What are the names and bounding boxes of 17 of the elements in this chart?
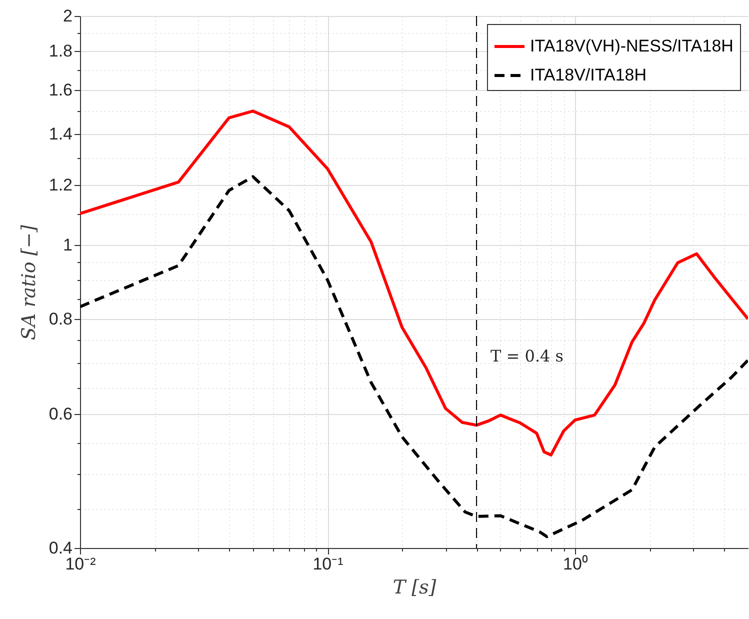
y-tick-label: 1.8	[48, 41, 72, 60]
x-tick-label: 10⁰	[563, 554, 588, 574]
x-tick-label: 10⁻²	[65, 554, 96, 574]
y-tick-label: 0.8	[48, 309, 72, 328]
y-tick-label: 0.4	[48, 538, 72, 558]
y-axis-title: SA ratio [−]	[18, 224, 40, 340]
y-tick-label: 1.4	[48, 124, 72, 144]
y-tick-label: 1	[63, 236, 72, 255]
legend-label: ITA18V(VH)-NESS/ITA18H	[530, 36, 734, 56]
x-axis-title: T [s]	[392, 576, 437, 598]
y-tick-label: 0.6	[48, 404, 72, 424]
x-tick-label: 10⁻¹	[312, 554, 344, 574]
y-tick-label: 1.2	[48, 175, 72, 194]
y-tick-label: 1.6	[48, 80, 72, 100]
legend-label: ITA18V/ITA18H	[530, 66, 647, 84]
y-tick-label: 2	[63, 6, 72, 26]
ref-line-label: T = 0.4 s	[490, 346, 564, 366]
